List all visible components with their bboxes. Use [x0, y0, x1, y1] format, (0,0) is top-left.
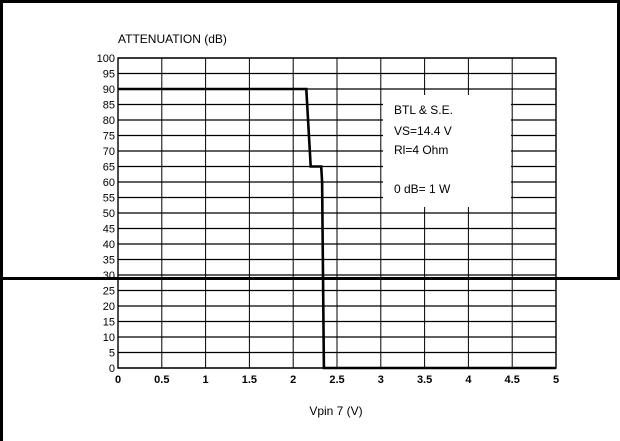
x-tick-labels: 0 0.5 1 1.5 2 2.5 3 3.5 4 4.5 5 [115, 374, 559, 386]
y-tick-label: 35 [103, 255, 115, 267]
y-tick-label: 20 [103, 301, 115, 313]
y-tick-label: 75 [103, 131, 115, 143]
x-tick-label: 2 [290, 374, 296, 386]
y-tick-label: 0 [109, 363, 115, 375]
x-tick-label: 1 [203, 374, 209, 386]
x-tick-label: 3.5 [417, 374, 432, 386]
y-tick-label: 40 [103, 239, 115, 251]
frame-border-right [617, 0, 620, 279]
frame-border-left [0, 0, 3, 441]
annotation-line: BTL & S.E. [394, 103, 453, 117]
grid [117, 57, 557, 369]
y-axis-title: ATTENUATION (dB) [118, 32, 227, 46]
y-tick-label: 90 [103, 84, 115, 96]
y-tick-label: 70 [103, 146, 115, 158]
x-axis-title: Vpin 7 (V) [309, 404, 362, 418]
annotation-line: VS=14.4 V [394, 124, 452, 138]
x-tick-label: 3 [378, 374, 384, 386]
x-tick-label: 5 [553, 374, 559, 386]
y-tick-label: 5 [109, 348, 115, 360]
y-tick-label: 45 [103, 224, 115, 236]
y-tick-label: 10 [103, 332, 115, 344]
x-tick-label: 4.5 [505, 374, 520, 386]
y-tick-label: 95 [103, 69, 115, 81]
y-tick-labels: 0 5 10 15 20 25 30 35 40 45 50 55 60 65 70 75 80 85 90 95 10… [97, 53, 115, 375]
y-tick-label: 100 [97, 53, 115, 65]
y-tick-label: 85 [103, 100, 115, 112]
x-tick-label: 2.5 [329, 374, 344, 386]
series-line [118, 87, 556, 370]
y-tick-label: 65 [103, 162, 115, 174]
x-tick-label: 0 [115, 374, 121, 386]
x-tick-label: 1.5 [242, 374, 257, 386]
frame-divider [0, 277, 620, 280]
legend-box [383, 95, 511, 207]
y-tick-label: 30 [103, 270, 115, 282]
y-tick-label: 25 [103, 286, 115, 298]
y-tick-label: 55 [103, 193, 115, 205]
x-tick-label: 4 [465, 374, 472, 386]
frame-border-top [0, 0, 620, 3]
y-tick-label: 60 [103, 177, 115, 189]
annotation-line: Rl=4 Ohm [394, 143, 448, 157]
annotation-block: BTL & S.E. VS=14.4 V Rl=4 Ohm 0 dB= 1 W [394, 103, 453, 196]
series-layer [118, 87, 556, 370]
x-tick-label: 0.5 [154, 374, 169, 386]
y-tick-label: 80 [103, 115, 115, 127]
y-tick-label: 50 [103, 208, 115, 220]
annotation-line: 0 dB= 1 W [394, 182, 451, 196]
y-tick-label: 15 [103, 317, 115, 329]
